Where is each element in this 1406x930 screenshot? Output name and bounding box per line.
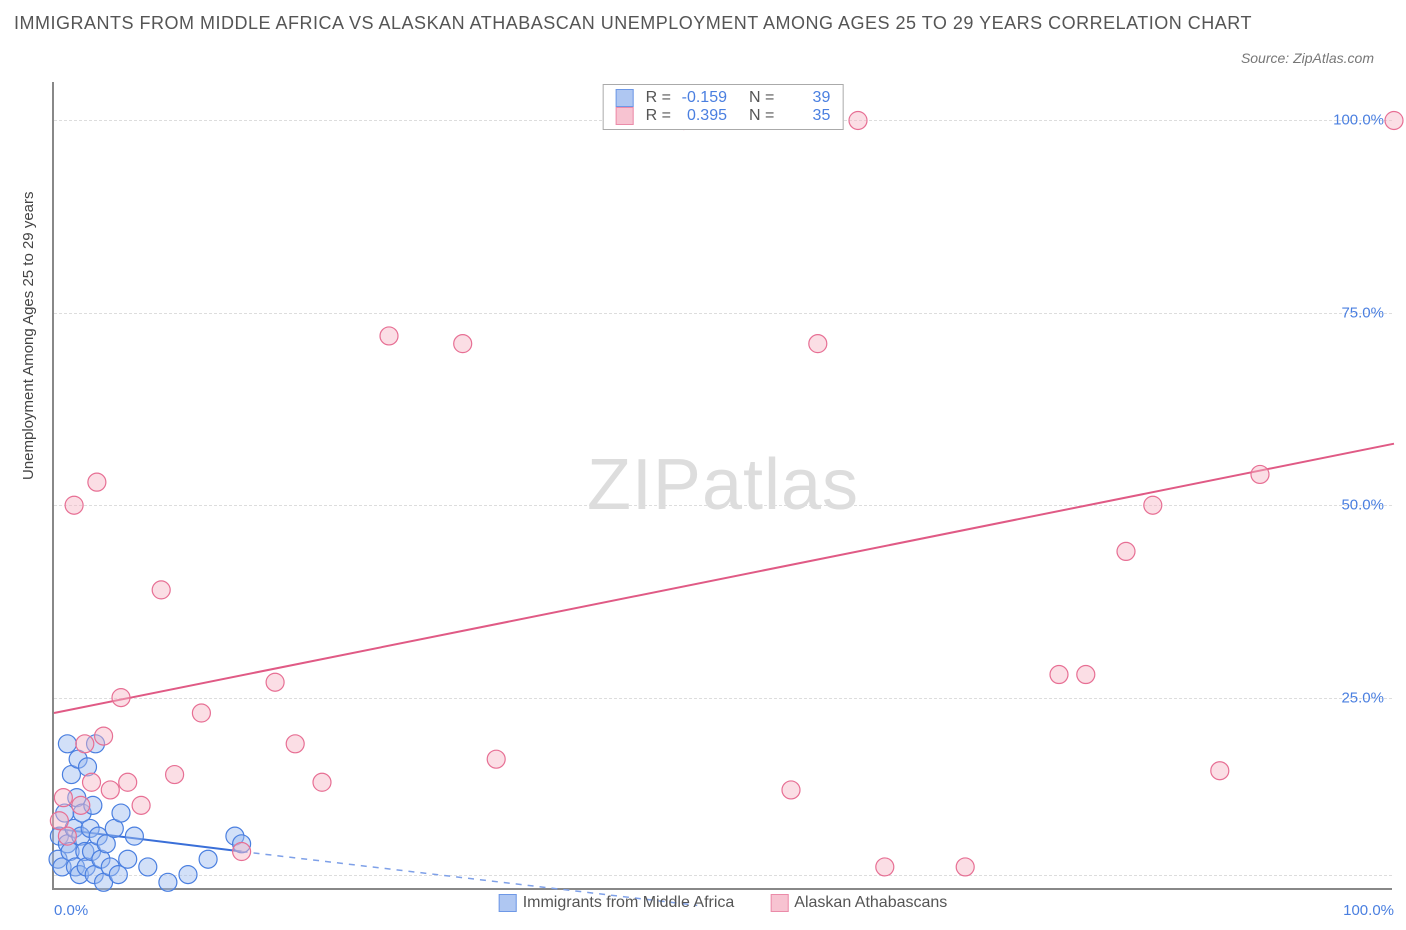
data-point	[380, 327, 398, 345]
data-point	[192, 704, 210, 722]
data-point	[72, 796, 90, 814]
legend-item-series1: Immigrants from Middle Africa	[499, 894, 735, 912]
data-point	[1117, 542, 1135, 560]
legend-label-series1: Immigrants from Middle Africa	[523, 894, 735, 912]
stats-legend: R = -0.159 N = 39 R = 0.395 N = 35	[603, 84, 844, 130]
data-point	[65, 496, 83, 514]
data-point	[1050, 666, 1068, 684]
data-point	[233, 843, 251, 861]
data-point	[199, 850, 217, 868]
data-point	[1251, 465, 1269, 483]
stats-row-series2: R = 0.395 N = 35	[616, 107, 831, 125]
legend-label-series2: Alaskan Athabascans	[794, 894, 947, 912]
stats-row-series1: R = -0.159 N = 39	[616, 89, 831, 107]
data-point	[132, 796, 150, 814]
n-value-series1: 39	[780, 89, 830, 107]
r-value-series2: 0.395	[677, 107, 727, 125]
data-point	[125, 827, 143, 845]
data-point	[119, 773, 137, 791]
data-point	[849, 111, 867, 129]
data-point	[101, 781, 119, 799]
data-point	[266, 673, 284, 691]
data-point	[1211, 762, 1229, 780]
data-point	[159, 873, 177, 891]
swatch-series2	[616, 107, 634, 125]
data-point	[152, 581, 170, 599]
data-point	[58, 735, 76, 753]
data-point	[1385, 111, 1403, 129]
legend-item-series2: Alaskan Athabascans	[770, 894, 947, 912]
data-point	[286, 735, 304, 753]
data-point	[139, 858, 157, 876]
data-point	[782, 781, 800, 799]
legend-swatch-series1	[499, 894, 517, 912]
x-tick-label: 0.0%	[54, 902, 88, 919]
data-point	[454, 335, 472, 353]
data-point	[54, 789, 72, 807]
chart-title: IMMIGRANTS FROM MIDDLE AFRICA VS ALASKAN…	[14, 10, 1392, 37]
swatch-series1	[616, 89, 634, 107]
data-point	[76, 735, 94, 753]
data-point	[876, 858, 894, 876]
data-point	[112, 689, 130, 707]
data-point	[166, 766, 184, 784]
data-point	[313, 773, 331, 791]
data-point	[809, 335, 827, 353]
trend-line	[54, 444, 1394, 713]
data-point	[1144, 496, 1162, 514]
data-point	[179, 866, 197, 884]
x-tick-label: 100.0%	[1343, 902, 1394, 919]
scatter-overlay	[54, 82, 1392, 888]
plot-area: ZIPatlas 25.0%50.0%75.0%100.0% 0.0%100.0…	[52, 82, 1392, 890]
data-point	[119, 850, 137, 868]
data-point	[1077, 666, 1095, 684]
data-point	[112, 804, 130, 822]
r-value-series1: -0.159	[677, 89, 727, 107]
data-point	[95, 727, 113, 745]
source-attribution: Source: ZipAtlas.com	[1241, 50, 1374, 66]
legend-swatch-series2	[770, 894, 788, 912]
y-axis-label: Unemployment Among Ages 25 to 29 years	[20, 191, 37, 480]
data-point	[83, 773, 101, 791]
n-value-series2: 35	[780, 107, 830, 125]
data-point	[956, 858, 974, 876]
data-point	[58, 827, 76, 845]
data-point	[88, 473, 106, 491]
series-legend: Immigrants from Middle Africa Alaskan At…	[499, 894, 948, 912]
data-point	[487, 750, 505, 768]
